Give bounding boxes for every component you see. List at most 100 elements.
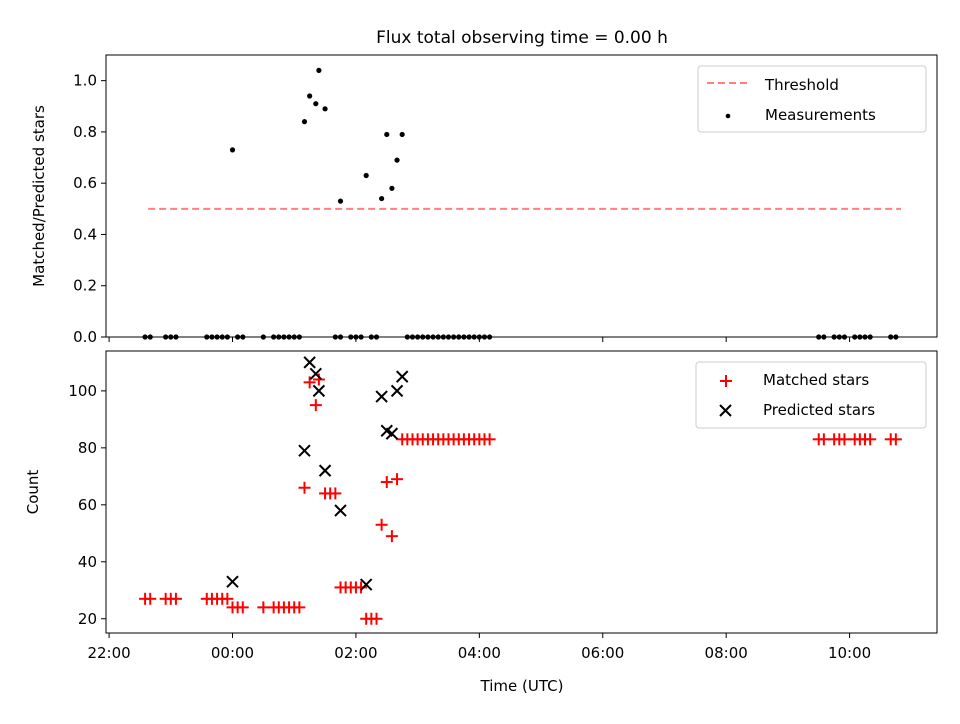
- predicted-star-stroke: [395, 370, 409, 383]
- ratio-y-axis-label: Matched/Predicted stars: [30, 105, 48, 287]
- measurement-point: [471, 334, 477, 340]
- measurement-point: [214, 334, 220, 340]
- ratio-y-tick-label: 0.0: [73, 328, 97, 346]
- measurement-point: [425, 334, 431, 340]
- ratio-y-tick-label: 0.4: [73, 225, 97, 243]
- predicted-star-point: [309, 367, 323, 380]
- matched-star-point: [391, 473, 404, 486]
- matched-star-point: [144, 592, 157, 605]
- measurement-point: [451, 334, 457, 340]
- count-y-axis-label: Count: [24, 470, 42, 515]
- matched-star-point: [375, 518, 388, 531]
- measurement-point: [821, 334, 827, 340]
- measurement-point: [394, 157, 400, 163]
- measurement-point: [415, 334, 421, 340]
- matched-star-point: [817, 433, 830, 446]
- measurement-point: [893, 334, 899, 340]
- count-y-tick-label: 40: [78, 553, 97, 571]
- ratio-plot-frame: [105, 54, 938, 338]
- predicted-star-stroke: [312, 384, 326, 398]
- predicted-star-point: [334, 504, 347, 517]
- matched-star-point: [221, 592, 234, 605]
- predicted-star-point: [395, 370, 409, 383]
- predicted-star-point: [312, 384, 326, 398]
- measurement-point: [816, 334, 822, 340]
- x-tick-label: 22:00: [87, 644, 130, 662]
- matched-star-point: [329, 487, 342, 500]
- measurement-point: [888, 334, 894, 340]
- count-y-tick-label: 80: [78, 439, 97, 457]
- matched-star-point: [483, 433, 496, 446]
- chart-title: Flux total observing time = 0.00 h: [376, 28, 668, 48]
- ratio-legend: Threshold Measurements: [697, 65, 927, 133]
- measurement-point: [831, 334, 837, 340]
- matched-stars-legend-label: Matched stars: [763, 371, 869, 389]
- predicted-star-point: [298, 444, 311, 457]
- measurement-point: [435, 334, 441, 340]
- measurement-point: [168, 334, 174, 340]
- measurement-point: [456, 334, 462, 340]
- measurement-point: [440, 334, 446, 340]
- measurement-point: [389, 185, 395, 191]
- measurement-point: [445, 334, 452, 340]
- measurement-point: [867, 334, 873, 340]
- measurement-point: [224, 334, 230, 340]
- predicted-star-stroke: [303, 356, 316, 369]
- predicted-star-stroke: [334, 504, 347, 517]
- predicted-star-stroke: [318, 464, 332, 477]
- measurement-point: [276, 334, 282, 340]
- measurement-point: [281, 334, 287, 340]
- measurement-point: [399, 131, 405, 138]
- measurement-point: [430, 334, 436, 340]
- matched-star-point: [838, 433, 851, 446]
- predicted-star-stroke: [385, 427, 399, 440]
- predicted-stars-legend-label: Predicted stars: [763, 401, 875, 419]
- measurement-point: [219, 334, 225, 340]
- threshold-legend-label: Threshold: [764, 76, 839, 94]
- count-legend-frame: [695, 361, 927, 429]
- matched-star-point: [303, 376, 316, 389]
- measurement-point: [384, 131, 390, 138]
- measurement-point: [260, 334, 266, 340]
- measurement-point: [322, 106, 328, 112]
- predicted-star-point: [318, 464, 332, 477]
- matched-star-point: [355, 581, 368, 594]
- measurement-point: [291, 334, 297, 340]
- predicted-star-point: [226, 575, 239, 588]
- measurement-point: [368, 334, 374, 340]
- measurement-point: [358, 334, 364, 340]
- predicted-star-stroke: [309, 367, 323, 380]
- matched-star-point: [236, 601, 249, 614]
- measurement-point: [379, 195, 385, 202]
- predicted-star-stroke: [390, 384, 404, 398]
- measurement-point: [481, 334, 488, 340]
- measurement-point: [301, 119, 308, 125]
- predicted-star-stroke: [226, 575, 239, 588]
- measurement-point: [857, 334, 863, 340]
- x-tick-label: 04:00: [458, 644, 501, 662]
- measurements-legend-swatch: [725, 113, 731, 119]
- measurement-point: [240, 334, 246, 340]
- measurement-point: [173, 334, 179, 340]
- measurement-point: [420, 334, 426, 340]
- ratio-y-tick-label: 0.8: [73, 123, 97, 141]
- ratio-y-tick-label: 0.6: [73, 174, 97, 192]
- matched-star-point: [889, 433, 902, 446]
- measurement-point: [862, 334, 868, 340]
- ratio-panel: 0.0 0.2 0.4 0.6 0.8 1.0: [73, 54, 938, 346]
- count-plot-frame: [105, 350, 938, 634]
- measurement-point: [363, 172, 369, 179]
- measurement-point: [852, 334, 858, 340]
- predicted-star-stroke: [380, 424, 393, 437]
- measurement-point: [286, 334, 292, 340]
- matched-star-point: [309, 399, 322, 412]
- measurement-point: [313, 101, 319, 107]
- measurement-point: [373, 334, 380, 340]
- measurement-point: [337, 334, 344, 340]
- measurement-point: [316, 67, 322, 73]
- predicted-star-stroke: [298, 444, 311, 457]
- measurement-point: [332, 334, 338, 340]
- x-axis-label: Time (UTC): [480, 677, 564, 695]
